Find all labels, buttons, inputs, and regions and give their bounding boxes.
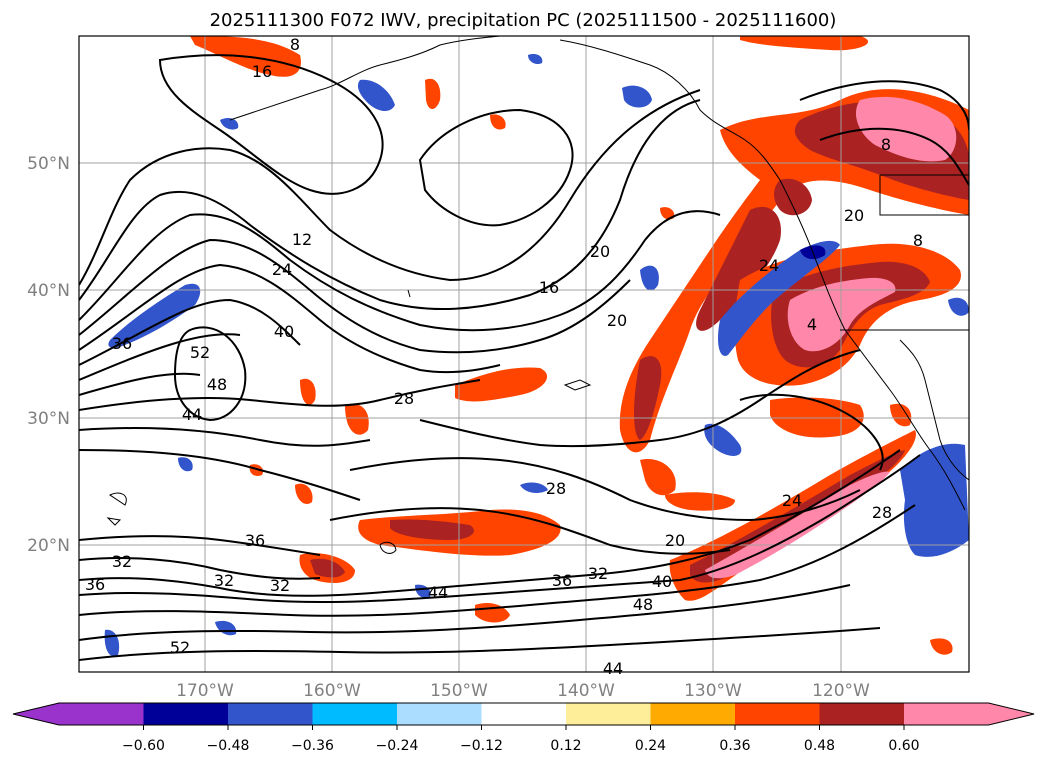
contour-label: 32 — [588, 564, 608, 583]
colorbar-tick-label: −0.12 — [460, 738, 503, 754]
longitude-label: 160°W — [303, 681, 361, 701]
contour-label: 16 — [252, 62, 272, 81]
contour-label: 52 — [170, 638, 190, 657]
colorbar-tick-label: 0.36 — [719, 738, 750, 754]
contour-label: 48 — [207, 375, 227, 394]
colorbar-segment — [59, 703, 144, 725]
colorbar-tick-label: −0.24 — [376, 738, 419, 754]
colorbar-tick-label: 0.48 — [804, 738, 835, 754]
iwv-contours — [79, 54, 969, 661]
contour-label: 20 — [665, 531, 685, 550]
colorbar-tick-label: −0.48 — [207, 738, 250, 754]
colorbar-tick-label: −0.36 — [291, 738, 334, 754]
contour-label: 24 — [272, 260, 292, 279]
latitude-label: 40°N — [27, 281, 70, 301]
colorbar-tick-label: −0.60 — [122, 738, 165, 754]
colorbar-segment — [650, 703, 735, 725]
colorbar-extend-min — [13, 703, 59, 725]
colorbar-segment — [566, 703, 651, 725]
latitude-label: 20°N — [27, 536, 70, 556]
colorbar: −0.60 −0.48 −0.36 −0.24 −0.12 0.12 0.24 … — [12, 702, 1035, 754]
contour-label: 36 — [112, 334, 132, 353]
longitude-labels: 170°W 160°W 150°W 140°W 130°W 120°W — [176, 681, 870, 701]
longitude-label: 170°W — [176, 681, 234, 701]
contour-label: 40 — [274, 322, 294, 341]
colorbar-extend-max — [988, 703, 1034, 725]
colorbar-segment — [312, 703, 397, 725]
contour-label: 20 — [590, 242, 610, 261]
longitude-label: 150°W — [430, 681, 488, 701]
colorbar-ticks — [143, 725, 905, 730]
contour-label: 32 — [214, 571, 234, 590]
contour-label: 32 — [112, 552, 132, 571]
contour-label: 8 — [290, 35, 300, 54]
coastlines — [106, 36, 969, 554]
longitude-label: 120°W — [812, 681, 870, 701]
map-title: 2025111300 F072 IWV, precipitation PC (2… — [210, 10, 837, 31]
contour-label: 28 — [872, 503, 892, 522]
colorbar-segment — [143, 703, 228, 725]
colorbar-tick-labels: −0.60 −0.48 −0.36 −0.24 −0.12 0.12 0.24 … — [122, 738, 920, 754]
contour-label: 20 — [607, 311, 627, 330]
contour-label: 52 — [190, 343, 210, 362]
contour-label: 4 — [807, 315, 817, 334]
contour-label: 32 — [270, 576, 290, 595]
colorbar-segment — [228, 703, 313, 725]
colorbar-segment — [735, 703, 820, 725]
colorbar-outline — [12, 702, 1035, 726]
contour-label: 16 — [539, 278, 559, 297]
colorbar-segment — [481, 703, 566, 725]
contour-label: 44 — [603, 659, 623, 678]
longitude-label: 130°W — [684, 681, 742, 701]
latitude-label: 50°N — [27, 154, 70, 174]
contour-label: 8 — [881, 135, 891, 154]
latitude-labels: 50°N 40°N 30°N 20°N — [27, 154, 70, 556]
contour-label: 36 — [85, 575, 105, 594]
colorbar-segment — [397, 703, 482, 725]
contour-label: 24 — [782, 491, 802, 510]
colorbar-segment — [904, 703, 989, 725]
contour-label: 24 — [759, 256, 779, 275]
colorbar-tick-label: 0.12 — [550, 738, 581, 754]
contour-labels: 8 16 12 24 40 36 52 48 44 28 16 20 20 28… — [85, 35, 923, 678]
map-frame — [78, 35, 970, 673]
contour-label: 20 — [844, 206, 864, 225]
contour-label: 36 — [245, 531, 265, 550]
colorbar-tick-label: 0.60 — [888, 738, 919, 754]
map-panel: 8 16 12 24 40 36 52 48 44 28 16 20 20 28… — [27, 35, 970, 701]
contour-label: 44 — [428, 583, 448, 602]
contour-label: 8 — [913, 231, 923, 250]
latitude-label: 30°N — [27, 409, 70, 429]
contour-label: 28 — [394, 389, 414, 408]
contour-label: 40 — [652, 572, 672, 591]
longitude-label: 140°W — [557, 681, 615, 701]
colorbar-segment — [819, 703, 904, 725]
colorbar-tick-label: 0.24 — [635, 738, 666, 754]
contour-label: 36 — [552, 571, 572, 590]
contour-label: 48 — [633, 595, 653, 614]
contour-label: 28 — [546, 479, 566, 498]
contour-label: 12 — [292, 230, 312, 249]
contour-label: 44 — [182, 405, 202, 424]
